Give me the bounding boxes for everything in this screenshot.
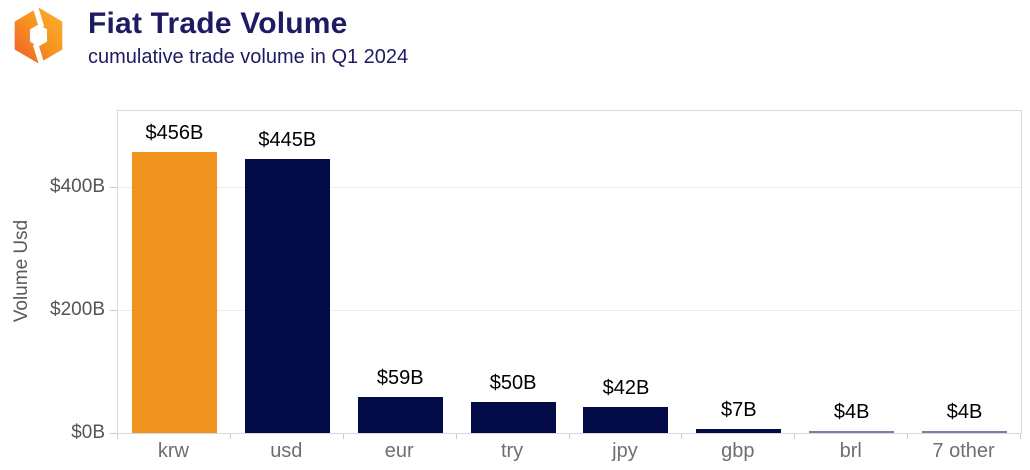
value-label-eur: $59B (376, 366, 424, 389)
x-tick-mark (342, 434, 344, 439)
value-label-7-other: $4B (946, 400, 983, 423)
x-label-7-other: 7 other (932, 440, 995, 462)
x-tick-mark (681, 434, 683, 439)
bar-gbp[interactable] (696, 428, 782, 433)
x-tick-mark (568, 434, 570, 439)
bar-try[interactable] (470, 402, 556, 433)
value-label-usd: $445B (258, 129, 317, 152)
x-tick-mark (455, 434, 457, 439)
value-label-brl: $4B (833, 400, 870, 423)
gridline (118, 186, 1021, 188)
y-tick-label: $200B (50, 298, 105, 320)
x-label-brl: brl (839, 440, 862, 462)
chart-title: Fiat Trade Volume (88, 7, 348, 40)
chart-subtitle: cumulative trade volume in Q1 2024 (88, 46, 409, 68)
gridline (118, 309, 1021, 311)
x-label-gbp: gbp (721, 440, 755, 462)
y-tick-mark (110, 309, 117, 311)
value-label-jpy: $42B (602, 377, 650, 400)
bar-brl[interactable] (809, 430, 895, 433)
y-tick-label: $400B (50, 175, 105, 197)
value-label-krw: $456B (145, 122, 204, 145)
x-label-eur: eur (384, 440, 414, 462)
logo-icon (8, 5, 69, 66)
value-label-gbp: $7B (721, 398, 757, 421)
plot-area: $456B $445B $59B $50B $42B $7B $4B $4B (117, 110, 1022, 434)
x-label-jpy: jpy (612, 440, 638, 462)
x-tick-mark (794, 434, 796, 439)
x-label-try: try (500, 440, 524, 462)
bar-krw[interactable] (131, 152, 217, 433)
bar-jpy[interactable] (583, 407, 669, 433)
bar-7-other[interactable] (922, 430, 1008, 433)
x-label-usd: usd (270, 440, 303, 462)
value-label-try: $50B (489, 372, 537, 395)
x-tick-mark (1020, 434, 1021, 439)
x-tick-mark (229, 434, 231, 439)
y-tick-mark (110, 186, 117, 188)
bar-eur[interactable] (357, 396, 443, 433)
x-tick-mark (907, 434, 909, 439)
x-tick-mark (117, 434, 118, 439)
y-axis-title: Volume Usd (11, 219, 32, 323)
y-tick-mark (110, 433, 117, 434)
y-tick-label: $0B (71, 422, 105, 443)
bar-usd[interactable] (244, 159, 330, 433)
x-label-krw: krw (157, 440, 189, 462)
